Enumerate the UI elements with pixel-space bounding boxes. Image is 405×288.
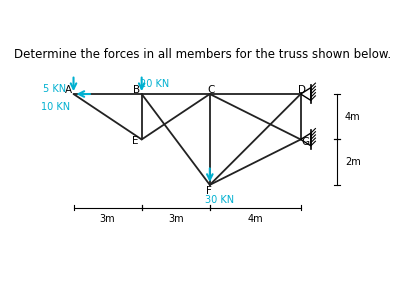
Text: C: C [207,85,214,95]
Text: D: D [297,85,305,95]
Text: G: G [301,137,309,147]
Text: 30 KN: 30 KN [205,195,234,205]
Text: 2m: 2m [344,157,360,167]
Text: 5 KN: 5 KN [43,84,66,94]
Text: 20 KN: 20 KN [139,79,168,89]
Text: E: E [132,136,138,146]
Text: B: B [133,85,140,95]
Text: 4m: 4m [344,112,360,122]
Text: 10 KN: 10 KN [40,101,70,111]
Text: 4m: 4m [247,214,262,224]
Text: A: A [65,85,72,95]
Text: 3m: 3m [100,214,115,224]
Text: 3m: 3m [168,214,183,224]
Text: Determine the forces in all members for the truss shown below.: Determine the forces in all members for … [15,48,390,60]
Text: F: F [205,185,211,196]
